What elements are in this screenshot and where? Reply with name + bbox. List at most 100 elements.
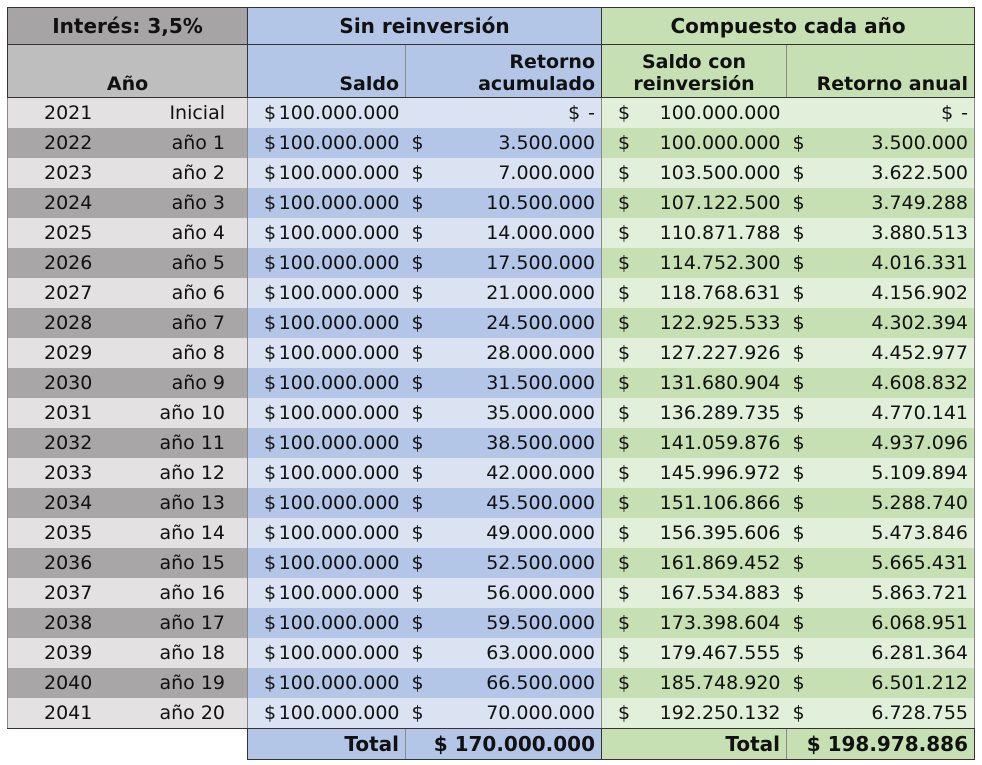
currency-symbol: $ bbox=[618, 492, 631, 514]
year-cell: 2027 bbox=[7, 278, 128, 308]
amount: 3.622.500 bbox=[871, 162, 969, 184]
amount: 173.398.604 bbox=[659, 612, 781, 634]
amount: 3.880.513 bbox=[871, 222, 969, 244]
amount: 185.748.920 bbox=[659, 672, 781, 694]
currency-symbol: $ bbox=[264, 642, 277, 664]
saldo-reinversion-cell: $173.398.604 bbox=[601, 608, 787, 638]
retorno-acum-line1: Retorno bbox=[509, 51, 596, 73]
saldo-reinversion-cell: $100.000.000 bbox=[601, 128, 787, 158]
retorno-acumulado-cell: $42.000.000 bbox=[405, 458, 603, 488]
currency-symbol: $ bbox=[618, 552, 631, 574]
currency-symbol: $ bbox=[618, 702, 631, 724]
col-header-retorno-acumulado: Retorno acumulado bbox=[405, 44, 603, 98]
period-label-cell: año 13 bbox=[127, 488, 249, 518]
currency-symbol: $ bbox=[264, 132, 277, 154]
col-header-retorno-anual: Retorno anual bbox=[786, 44, 976, 98]
currency-symbol: $ bbox=[941, 102, 954, 124]
amount: 70.000.000 bbox=[486, 702, 596, 724]
amount: 4.016.331 bbox=[871, 252, 969, 274]
saldo-cell: $100.000.000 bbox=[247, 128, 406, 158]
saldo-cell: $100.000.000 bbox=[247, 668, 406, 698]
amount: 145.996.972 bbox=[659, 462, 781, 484]
currency-symbol: $ bbox=[618, 462, 631, 484]
currency-symbol: $ bbox=[264, 342, 277, 364]
currency-symbol: $ bbox=[264, 432, 277, 454]
period-label-cell: año 10 bbox=[127, 398, 249, 428]
table-row: 2024 año 3 $100.000.000 $10.500.000 $107.122… bbox=[7, 188, 976, 218]
period-label-cell: año 3 bbox=[127, 188, 249, 218]
amount: 103.500.000 bbox=[659, 162, 781, 184]
amount: 100.000.000 bbox=[278, 162, 400, 184]
amount: 114.752.300 bbox=[659, 252, 781, 274]
currency-symbol: $ bbox=[618, 432, 631, 454]
total-value-no-reinvest: $ 170.000.000 bbox=[405, 728, 603, 760]
currency-symbol: $ bbox=[792, 312, 805, 334]
year-cell: 2041 bbox=[7, 698, 128, 729]
year-cell: 2025 bbox=[7, 218, 128, 248]
currency-symbol: $ bbox=[618, 672, 631, 694]
interest-rate-header: Interés: 3,5% bbox=[6, 7, 249, 45]
amount: 100.000.000 bbox=[278, 642, 400, 664]
amount: 31.500.000 bbox=[486, 372, 596, 394]
currency-symbol: $ bbox=[792, 252, 805, 274]
saldo-reinversion-cell: $122.925.533 bbox=[601, 308, 787, 338]
saldo-cell: $100.000.000 bbox=[247, 158, 406, 188]
retorno-acumulado-cell: $ - bbox=[405, 97, 603, 128]
retorno-acumulado-cell: $35.000.000 bbox=[405, 398, 603, 428]
amount: 100.000.000 bbox=[278, 522, 400, 544]
amount: 151.106.866 bbox=[659, 492, 781, 514]
table-row: 2032 año 11 $100.000.000 $38.500.000 $141.05… bbox=[7, 428, 976, 458]
currency-symbol: $ bbox=[792, 282, 805, 304]
retorno-acumulado-cell: $28.000.000 bbox=[405, 338, 603, 368]
currency-symbol: $ bbox=[792, 402, 805, 424]
table-row: 2037 año 16 $100.000.000 $56.000.000 $167.53… bbox=[7, 578, 976, 608]
currency-symbol: $ bbox=[264, 672, 277, 694]
amount: 167.534.883 bbox=[659, 582, 781, 604]
currency-symbol: $ bbox=[411, 222, 424, 244]
amount: 5.109.894 bbox=[871, 462, 969, 484]
currency-symbol: $ bbox=[411, 642, 424, 664]
amount: 4.452.977 bbox=[871, 342, 969, 364]
amount: 107.122.500 bbox=[659, 192, 781, 214]
amount: 100.000.000 bbox=[278, 612, 400, 634]
retorno-anual-cell: $5.288.740 bbox=[786, 488, 976, 518]
amount: 14.000.000 bbox=[486, 222, 596, 244]
table-row: 2022 año 1 $100.000.000 $3.500.000 $100.000.… bbox=[7, 128, 976, 158]
period-label-cell: año 1 bbox=[127, 128, 249, 158]
retorno-anual-cell: $6.501.212 bbox=[786, 668, 976, 698]
currency-symbol: $ bbox=[792, 552, 805, 574]
retorno-anual-cell: $5.473.846 bbox=[786, 518, 976, 548]
table-row: 2033 año 12 $100.000.000 $42.000.000 $145.99… bbox=[7, 458, 976, 488]
saldo-reinversion-cell: $103.500.000 bbox=[601, 158, 787, 188]
currency-symbol: $ bbox=[264, 252, 277, 274]
amount: 100.000.000 bbox=[278, 372, 400, 394]
table-row: 2035 año 14 $100.000.000 $49.000.000 $156.39… bbox=[7, 518, 976, 548]
saldo-cell: $100.000.000 bbox=[247, 518, 406, 548]
saldo-cell: $100.000.000 bbox=[247, 488, 406, 518]
period-label-cell: año 2 bbox=[127, 158, 249, 188]
saldo-reinv-line1: Saldo con bbox=[641, 51, 747, 73]
year-cell: 2035 bbox=[7, 518, 128, 548]
currency-symbol: $ bbox=[618, 162, 631, 184]
saldo-reinversion-cell: $110.871.788 bbox=[601, 218, 787, 248]
amount: 63.000.000 bbox=[486, 642, 596, 664]
currency-symbol: $ bbox=[264, 522, 277, 544]
amount: 100.000.000 bbox=[278, 672, 400, 694]
currency-symbol: $ bbox=[264, 222, 277, 244]
amount: 5.665.431 bbox=[871, 552, 969, 574]
saldo-cell: $100.000.000 bbox=[247, 698, 406, 729]
amount: 100.000.000 bbox=[278, 192, 400, 214]
amount: 100.000.000 bbox=[278, 552, 400, 574]
currency-symbol: $ bbox=[264, 582, 277, 604]
table-row: 2036 año 15 $100.000.000 $52.500.000 $161.86… bbox=[7, 548, 976, 578]
amount: 28.000.000 bbox=[486, 342, 596, 364]
year-cell: 2040 bbox=[7, 668, 128, 698]
saldo-cell: $100.000.000 bbox=[247, 608, 406, 638]
table-row: 2030 año 9 $100.000.000 $31.500.000 $131.680… bbox=[7, 368, 976, 398]
amount: 4.302.394 bbox=[871, 312, 969, 334]
currency-symbol: $ bbox=[792, 372, 805, 394]
saldo-reinversion-cell: $151.106.866 bbox=[601, 488, 787, 518]
saldo-reinv-line2: reinversión bbox=[633, 73, 755, 95]
currency-symbol: $ bbox=[792, 612, 805, 634]
table-row: 2041 año 20 $100.000.000 $70.000.000 $192.25… bbox=[7, 698, 976, 729]
